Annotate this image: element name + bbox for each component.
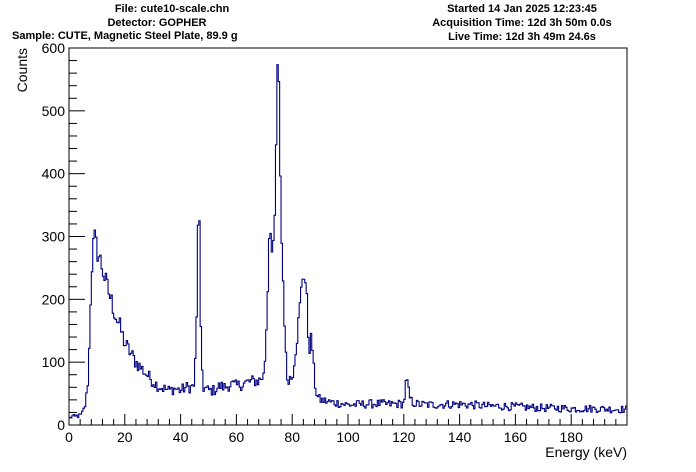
y-tick-label: 600 [42, 40, 66, 56]
x-tick-label: 20 [117, 429, 133, 445]
plot-frame [68, 47, 628, 426]
y-tick-label: 0 [57, 417, 65, 433]
acquisition-time-label: Acquisition Time: 12d 3h 50m 0.0s [432, 17, 612, 29]
x-tick-label: 100 [336, 429, 360, 445]
start-time-label: Started 14 Jan 2025 12:23:45 [447, 3, 597, 15]
x-tick-label: 60 [229, 429, 245, 445]
x-tick-label: 80 [284, 429, 300, 445]
detector-label: Detector: GOPHER [107, 17, 207, 29]
x-tick-label: 180 [560, 429, 584, 445]
x-axis-title: Energy (keV) [545, 444, 627, 460]
plot-marks [69, 64, 627, 419]
y-axis-title: Counts [14, 48, 30, 92]
sample-label: Sample: CUTE, Magnetic Steel Plate, 89.9… [12, 30, 238, 42]
x-tick-label: 120 [392, 429, 416, 445]
y-tick-label: 400 [42, 166, 66, 182]
x-tick-label: 140 [448, 429, 472, 445]
y-tick-label: 300 [42, 229, 66, 245]
x-axis-ticks: 0 20 40 60 80 100 120 140 160 180 [65, 414, 628, 445]
file-name-label: File: cute10-scale.chn [114, 3, 230, 15]
y-tick-label: 200 [42, 291, 66, 307]
y-tick-label: 100 [42, 354, 66, 370]
y-axis-ticks: 0 100 200 300 400 500 600 [42, 40, 85, 433]
x-tick-label: 160 [504, 429, 528, 445]
x-tick-label: 40 [173, 429, 189, 445]
spectrum-series-line [69, 64, 627, 419]
x-tick-label: 0 [65, 429, 73, 445]
y-tick-label: 500 [42, 103, 66, 119]
live-time-label: Live Time: 12d 3h 49m 24.6s [448, 31, 596, 43]
